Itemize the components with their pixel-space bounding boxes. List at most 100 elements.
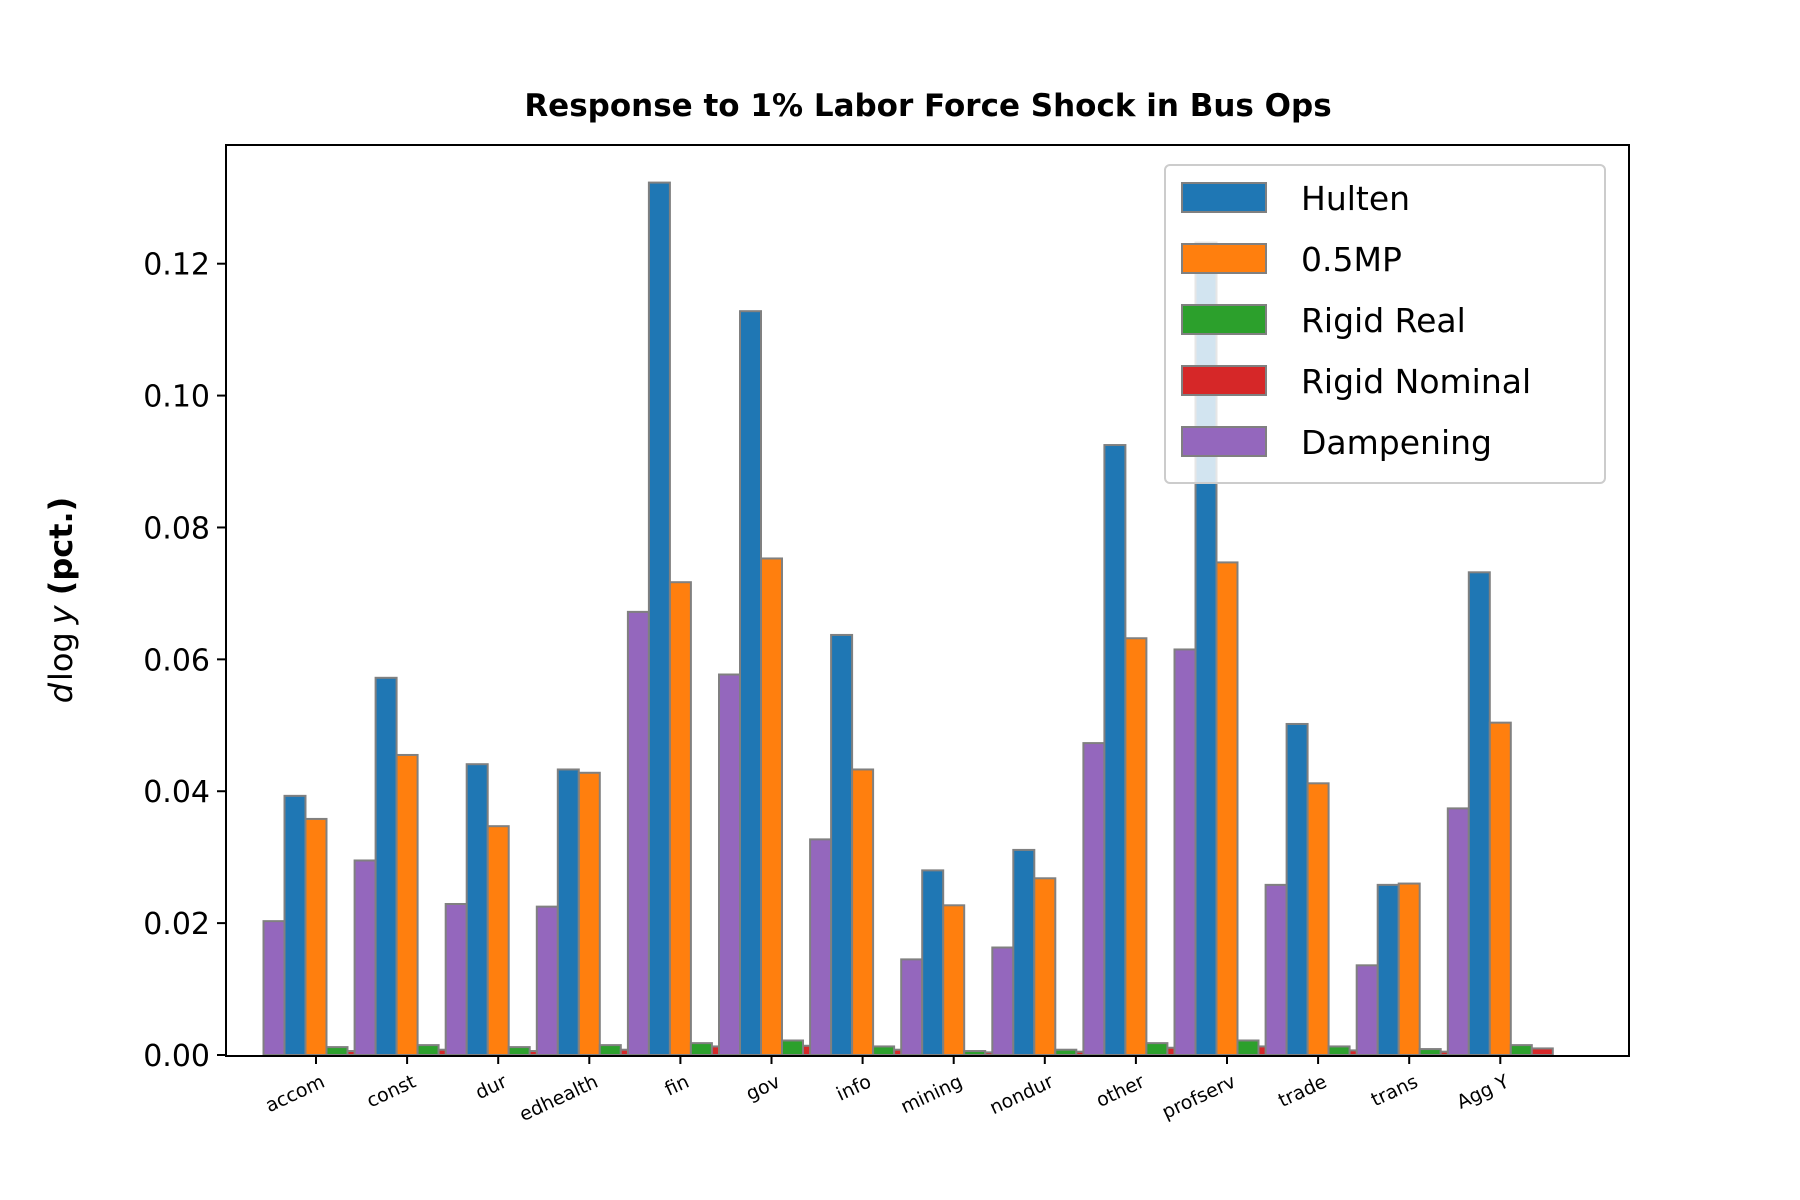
- legend-entry-label: Hulten: [1301, 179, 1410, 218]
- bar-0-5mp-nondur: [1033, 877, 1057, 1057]
- bar-hulten-trade: [1285, 722, 1309, 1056]
- bar-0-5mp-const: [395, 753, 419, 1057]
- bar-dampening-accom: [262, 920, 286, 1057]
- bar-hulten-agg-y: [1467, 571, 1491, 1056]
- legend-frame: [1164, 164, 1606, 484]
- bar-0-5mp-profserv: [1215, 561, 1239, 1056]
- x-tick-label: info: [833, 1071, 875, 1106]
- plot-frame: [225, 144, 1630, 1057]
- x-tick-label: dur: [472, 1071, 510, 1105]
- y-tick-label: 0.10: [143, 380, 210, 415]
- bar-hulten-gov: [739, 310, 762, 1057]
- x-tick-label: accom: [262, 1071, 328, 1117]
- bar-rigid-nominal-agg-y: [1530, 1047, 1554, 1057]
- bar-rigid-real-other: [1145, 1042, 1169, 1057]
- x-tick-label: fin: [661, 1071, 692, 1101]
- y-tick-label: 0.04: [143, 775, 210, 810]
- bar-dampening-fin: [626, 610, 650, 1056]
- bar-0-5mp-agg-y: [1488, 721, 1512, 1057]
- legend-swatch: [1181, 243, 1267, 274]
- x-tick-label: nondur: [986, 1071, 1057, 1120]
- y-tick-label: 0.08: [143, 511, 210, 546]
- bar-dampening-edhealth: [535, 905, 559, 1056]
- y-axis-label-d: d: [42, 682, 80, 703]
- bar-rigid-real-info: [872, 1045, 896, 1057]
- bar-hulten-edhealth: [556, 768, 580, 1056]
- bar-0-5mp-accom: [304, 817, 328, 1056]
- x-tick-label: edhealth: [516, 1071, 601, 1126]
- bar-0-5mp-mining: [942, 904, 966, 1056]
- bar-rigid-real-dur: [507, 1046, 531, 1056]
- bar-0-5mp-trade: [1306, 782, 1330, 1056]
- bar-hulten-dur: [465, 763, 489, 1056]
- bar-hulten-nondur: [1012, 848, 1036, 1056]
- bar-dampening-dur: [444, 902, 468, 1056]
- y-tick-label: 0.06: [143, 643, 210, 678]
- bar-0-5mp-trans: [1397, 882, 1421, 1056]
- bar-dampening-profserv: [1173, 648, 1197, 1057]
- x-tick-label: trans: [1368, 1071, 1422, 1112]
- bar-hulten-mining: [921, 869, 945, 1056]
- bar-rigid-real-agg-y: [1509, 1044, 1533, 1056]
- legend-swatch: [1181, 304, 1267, 335]
- bar-rigid-real-gov: [781, 1039, 804, 1056]
- bar-dampening-mining: [900, 958, 924, 1057]
- bar-rigid-real-const: [416, 1044, 440, 1056]
- x-tick-label: mining: [897, 1071, 965, 1119]
- bar-0-5mp-other: [1124, 637, 1148, 1056]
- bar-dampening-gov: [718, 673, 741, 1056]
- bar-hulten-other: [1103, 444, 1127, 1057]
- bar-rigid-real-nondur: [1054, 1048, 1078, 1056]
- bar-0-5mp-dur: [486, 825, 510, 1056]
- y-axis-label-log: log: [42, 632, 80, 681]
- bar-0-5mp-info: [851, 768, 875, 1056]
- bar-dampening-trade: [1264, 883, 1288, 1056]
- legend-entry-label: Rigid Nominal: [1301, 362, 1531, 401]
- y-axis-label: dlog y (pct.): [42, 497, 80, 704]
- legend-swatch: [1181, 365, 1267, 396]
- y-tick-label: 0.12: [143, 248, 210, 283]
- bar-hulten-fin: [647, 181, 671, 1056]
- bar-0-5mp-fin: [668, 581, 692, 1056]
- bar-hulten-trans: [1376, 883, 1400, 1056]
- bar-dampening-nondur: [991, 946, 1015, 1057]
- bar-0-5mp-edhealth: [577, 771, 601, 1057]
- bar-rigid-real-accom: [325, 1046, 349, 1056]
- y-tick-label: 0.00: [143, 1039, 210, 1074]
- legend: Hulten 0.5MP Rigid Real Rigid Nominal Dampen…: [1164, 164, 1606, 484]
- legend-entry-label: 0.5MP: [1301, 240, 1402, 279]
- bar-dampening-other: [1082, 742, 1106, 1057]
- bar-dampening-agg-y: [1446, 807, 1470, 1056]
- bar-hulten-const: [374, 676, 398, 1056]
- bar-rigid-real-trans: [1418, 1048, 1442, 1056]
- x-tick-label: Agg Y: [1453, 1070, 1512, 1113]
- y-axis: 0.00 0.02 0.04 0.06 0.08 0.10 0.12: [143, 248, 226, 1074]
- x-tick-label: trade: [1275, 1071, 1330, 1112]
- x-tick-label: gov: [743, 1071, 784, 1106]
- x-tick-label: profserv: [1159, 1071, 1239, 1124]
- x-tick-label: const: [363, 1071, 419, 1113]
- chart-title: Response to 1% Labor Force Shock in Bus …: [524, 88, 1331, 124]
- x-tick-label: other: [1093, 1071, 1148, 1112]
- bar-rigid-real-edhealth: [598, 1044, 622, 1056]
- bar-0-5mp-gov: [760, 557, 783, 1057]
- legend-swatch: [1181, 426, 1267, 457]
- legend-entry-label: Dampening: [1301, 423, 1492, 462]
- legend-swatch: [1181, 182, 1267, 213]
- bar-rigid-real-profserv: [1236, 1039, 1260, 1056]
- bar-dampening-info: [809, 838, 833, 1056]
- y-axis-label-unit: (pct.): [42, 497, 80, 596]
- bar-rigid-real-trade: [1327, 1045, 1351, 1057]
- bar-dampening-trans: [1355, 964, 1379, 1057]
- y-tick-label: 0.02: [143, 907, 210, 942]
- bar-rigid-real-fin: [689, 1042, 713, 1057]
- bar-rigid-real-mining: [963, 1050, 987, 1057]
- bar-hulten-info: [830, 633, 854, 1056]
- x-axis: accom const dur edhealth fin gov info mining non…: [262, 1055, 1513, 1126]
- bar-hulten-accom: [283, 794, 307, 1056]
- y-axis-label-y: y: [42, 604, 80, 625]
- legend-entry-label: Rigid Real: [1301, 301, 1466, 340]
- bar-dampening-const: [353, 859, 377, 1056]
